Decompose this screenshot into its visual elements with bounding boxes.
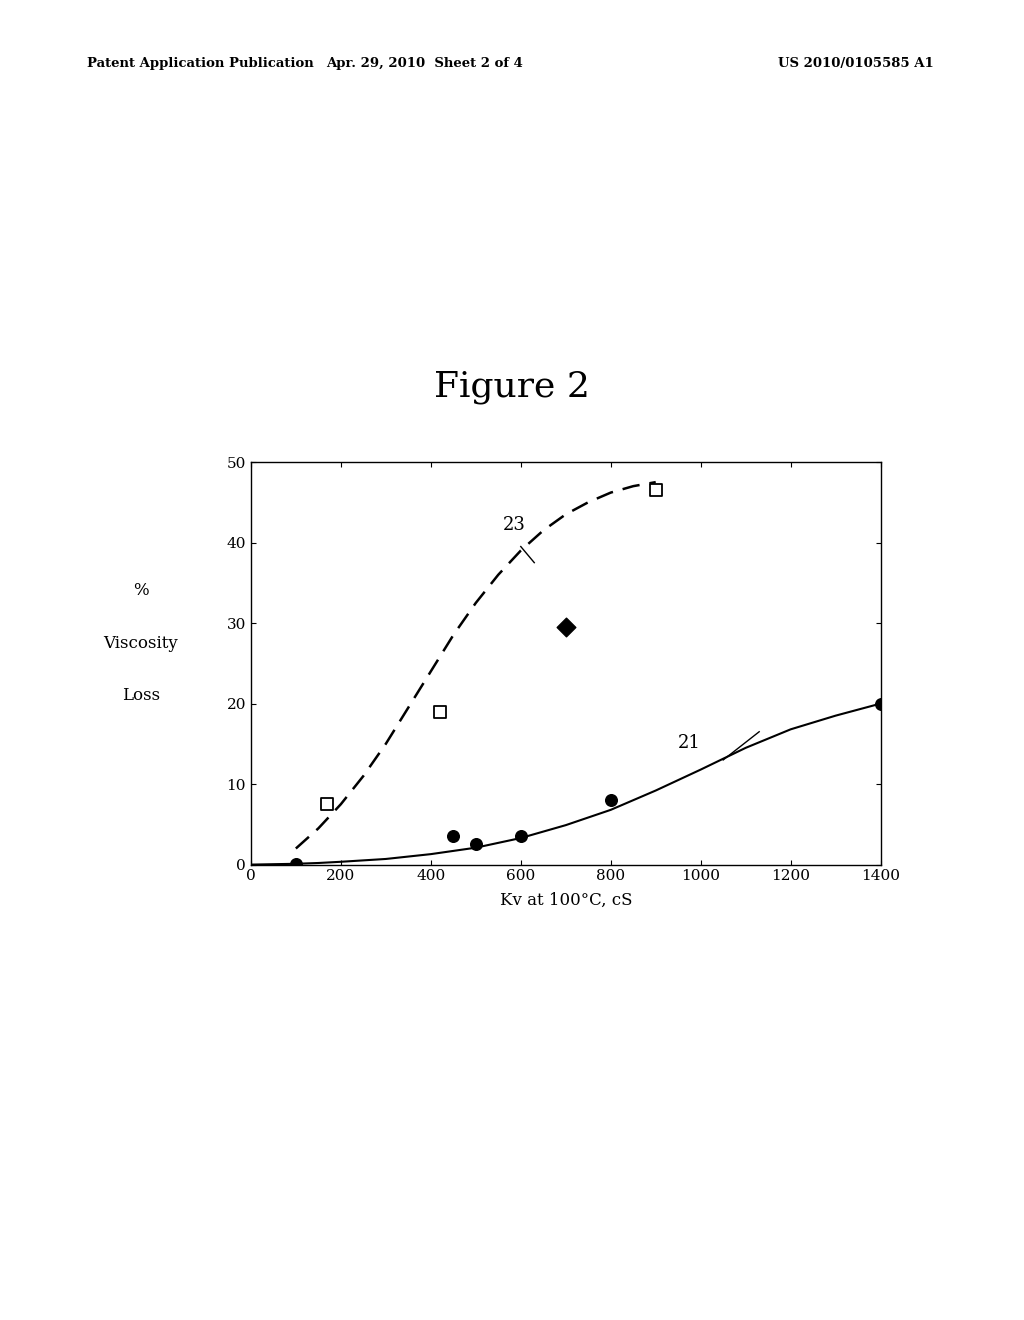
Point bbox=[432, 701, 449, 722]
Text: US 2010/0105585 A1: US 2010/0105585 A1 bbox=[778, 57, 934, 70]
Text: Patent Application Publication: Patent Application Publication bbox=[87, 57, 313, 70]
X-axis label: Kv at 100°C, cS: Kv at 100°C, cS bbox=[500, 892, 632, 908]
Point bbox=[557, 616, 573, 638]
Point bbox=[647, 479, 664, 500]
Text: Viscosity: Viscosity bbox=[103, 635, 178, 652]
Point bbox=[513, 826, 529, 847]
Point bbox=[468, 834, 484, 855]
Point bbox=[602, 789, 618, 810]
Point bbox=[288, 853, 304, 874]
Text: Apr. 29, 2010  Sheet 2 of 4: Apr. 29, 2010 Sheet 2 of 4 bbox=[327, 57, 523, 70]
Point bbox=[445, 826, 462, 847]
Text: Figure 2: Figure 2 bbox=[434, 370, 590, 404]
Text: %: % bbox=[133, 582, 148, 599]
Point bbox=[319, 793, 336, 814]
Text: 23: 23 bbox=[503, 516, 525, 535]
Point bbox=[872, 693, 889, 714]
Text: 21: 21 bbox=[678, 734, 701, 752]
Text: Loss: Loss bbox=[122, 686, 160, 704]
